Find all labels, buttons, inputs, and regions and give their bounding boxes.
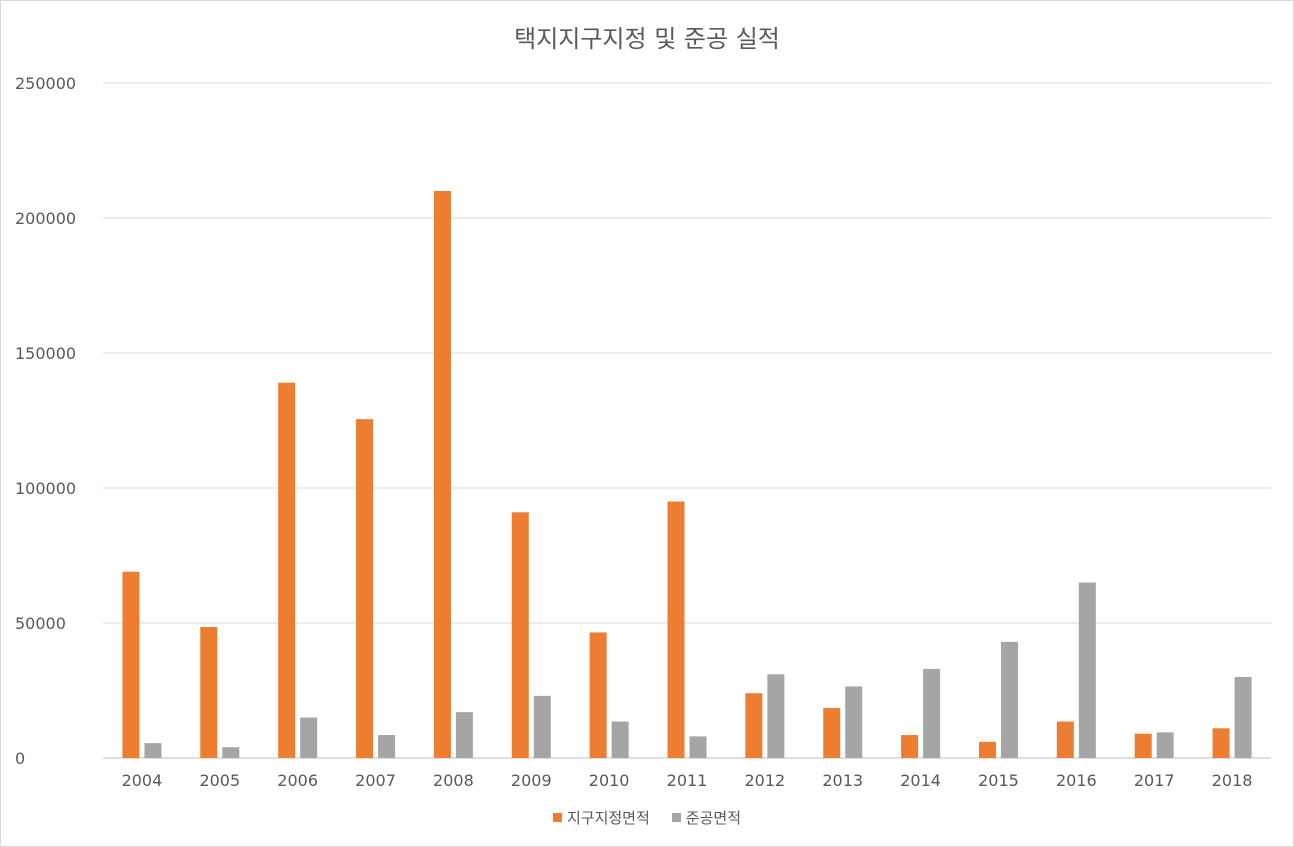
bar-completion — [923, 668, 941, 758]
legend-label-series-1: 준공면적 — [685, 809, 741, 827]
bar-designation — [901, 735, 919, 758]
bar-completion — [300, 717, 318, 758]
bar-designation — [1056, 721, 1074, 758]
x-tick-label: 2008 — [433, 771, 474, 790]
legend-swatch-series-1 — [671, 813, 681, 822]
legend-label-series-0: 지구지정면적 — [566, 809, 650, 827]
bar-designation — [667, 501, 685, 758]
bar-completion — [455, 712, 473, 758]
y-tick-label: 200000 — [15, 209, 76, 228]
bar-designation — [1134, 733, 1152, 758]
bar-completion — [533, 695, 551, 758]
y-tick-label: 150000 — [15, 344, 76, 363]
bar-completion — [845, 686, 863, 758]
x-tick-label: 2006 — [277, 771, 318, 790]
bar-designation — [122, 571, 140, 758]
x-tick-label: 2005 — [199, 771, 240, 790]
bar-completion — [767, 674, 785, 758]
bar-completion — [1234, 677, 1252, 758]
bar-designation — [745, 693, 763, 758]
chart-title: 택지지구지정 및 준공 실적 — [514, 25, 780, 53]
x-tick-label: 2012 — [745, 771, 786, 790]
legend-swatch-series-0 — [552, 813, 562, 822]
x-tick-label: 2010 — [589, 771, 630, 790]
x-tick-label: 2017 — [1134, 771, 1175, 790]
bar-completion — [1156, 732, 1174, 758]
bar-designation — [823, 708, 841, 758]
bar-completion — [378, 735, 396, 758]
bar-designation — [589, 632, 607, 758]
bar-designation — [356, 419, 374, 758]
bar-designation — [200, 627, 218, 758]
legend: 지구지정면적 준공면적 — [1, 807, 1293, 828]
bar-completion — [611, 721, 629, 758]
bar-designation — [278, 382, 296, 758]
x-tick-label: 2015 — [978, 771, 1019, 790]
x-tick-label: 2009 — [511, 771, 552, 790]
x-tick-label: 2011 — [667, 771, 708, 790]
x-tick-label: 2007 — [355, 771, 396, 790]
x-tick-label: 2018 — [1212, 771, 1253, 790]
bar-designation — [511, 512, 529, 758]
bar-designation — [978, 741, 996, 758]
y-tick-label: 250000 — [15, 74, 76, 93]
bar-completion — [1000, 641, 1018, 758]
x-tick-label: 2004 — [122, 771, 163, 790]
bar-completion — [689, 736, 707, 758]
bar-completion — [144, 743, 162, 758]
y-tick-label: 0 — [15, 749, 25, 768]
y-tick-label: 100000 — [15, 479, 76, 498]
y-tick-label: 50000 — [15, 614, 66, 633]
bar-designation — [1212, 728, 1230, 758]
bar-completion — [1078, 582, 1096, 758]
x-tick-label: 2013 — [822, 771, 863, 790]
bar-completion — [222, 747, 240, 758]
bar-designation — [433, 191, 451, 758]
x-tick-label: 2016 — [1056, 771, 1097, 790]
legend-item-series-0: 지구지정면적 — [552, 807, 650, 828]
legend-item-series-1: 준공면적 — [671, 807, 741, 828]
x-tick-label: 2014 — [900, 771, 941, 790]
